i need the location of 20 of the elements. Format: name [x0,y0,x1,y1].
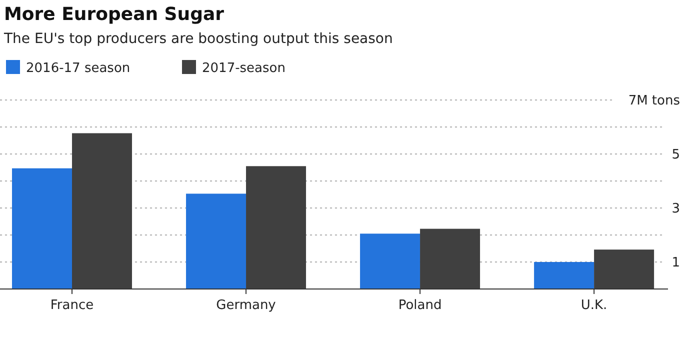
y-tick-label: 1 [672,256,680,271]
bar [360,234,420,289]
bar [420,228,480,289]
bar [72,133,132,289]
x-tick-label: U.K. [580,298,608,313]
chart-title: More European Sugar [4,4,224,25]
legend-label: 2017-season [202,61,286,76]
bar [246,166,306,289]
bar [12,168,72,289]
x-tick-label: Poland [398,298,442,313]
x-tick-label: France [50,298,94,313]
chart-subtitle: The EU's top producers are boosting output this season [3,31,393,47]
bar [186,194,246,289]
bar [534,262,594,289]
bar [594,250,654,289]
legend-label: 2016-17 season [26,61,130,76]
y-tick-label: 3 [672,202,680,217]
y-tick-label: 7M tons [628,94,680,109]
x-tick-label: Germany [216,298,276,313]
y-tick-label: 5 [672,148,680,163]
